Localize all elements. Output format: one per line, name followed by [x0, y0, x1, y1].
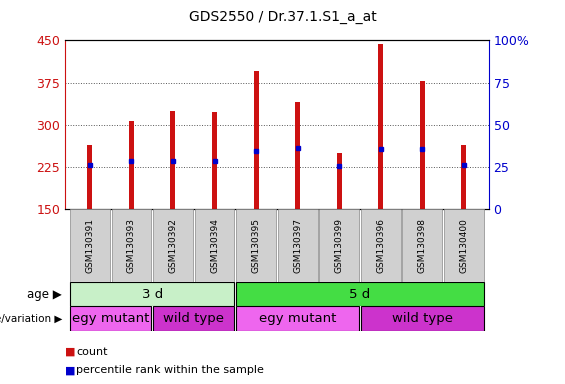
Text: ■: ■ — [65, 365, 76, 375]
Bar — [361, 306, 484, 331]
Bar — [153, 306, 234, 331]
Bar — [88, 144, 93, 209]
Text: GSM130400: GSM130400 — [459, 218, 468, 273]
Text: GSM130393: GSM130393 — [127, 218, 136, 273]
Bar — [70, 306, 151, 331]
Bar — [277, 209, 318, 282]
Text: GSM130396: GSM130396 — [376, 218, 385, 273]
Bar — [212, 113, 217, 209]
Text: wild type: wild type — [392, 312, 453, 325]
Bar — [461, 144, 466, 209]
Text: GSM130397: GSM130397 — [293, 218, 302, 273]
Bar — [153, 209, 193, 282]
Text: GSM130399: GSM130399 — [334, 218, 344, 273]
Bar — [70, 282, 234, 306]
Bar — [236, 209, 276, 282]
Bar — [236, 306, 359, 331]
Text: 5 d: 5 d — [349, 288, 371, 301]
Text: ■: ■ — [65, 347, 76, 357]
Bar — [70, 209, 110, 282]
Bar — [254, 71, 259, 209]
Text: count: count — [76, 347, 108, 357]
Text: wild type: wild type — [163, 312, 224, 325]
Text: genotype/variation ▶: genotype/variation ▶ — [0, 313, 62, 324]
Text: egy mutant: egy mutant — [72, 312, 149, 325]
Bar — [337, 153, 342, 209]
Bar — [129, 121, 134, 209]
Bar — [378, 44, 383, 209]
Bar — [295, 102, 300, 209]
Bar — [402, 209, 442, 282]
Bar — [361, 209, 401, 282]
Text: age ▶: age ▶ — [27, 288, 62, 301]
Text: GSM130391: GSM130391 — [85, 218, 94, 273]
Text: egy mutant: egy mutant — [259, 312, 336, 325]
Text: GSM130398: GSM130398 — [418, 218, 427, 273]
Bar — [319, 209, 359, 282]
Bar — [420, 81, 425, 209]
Bar — [171, 111, 176, 209]
Text: GSM130394: GSM130394 — [210, 218, 219, 273]
Bar — [444, 209, 484, 282]
Text: GSM130392: GSM130392 — [168, 218, 177, 273]
Bar — [236, 282, 484, 306]
Bar — [111, 209, 151, 282]
Text: percentile rank within the sample: percentile rank within the sample — [76, 365, 264, 375]
Text: 3 d: 3 d — [142, 288, 163, 301]
Bar — [194, 209, 234, 282]
Text: GDS2550 / Dr.37.1.S1_a_at: GDS2550 / Dr.37.1.S1_a_at — [189, 10, 376, 24]
Text: GSM130395: GSM130395 — [251, 218, 260, 273]
